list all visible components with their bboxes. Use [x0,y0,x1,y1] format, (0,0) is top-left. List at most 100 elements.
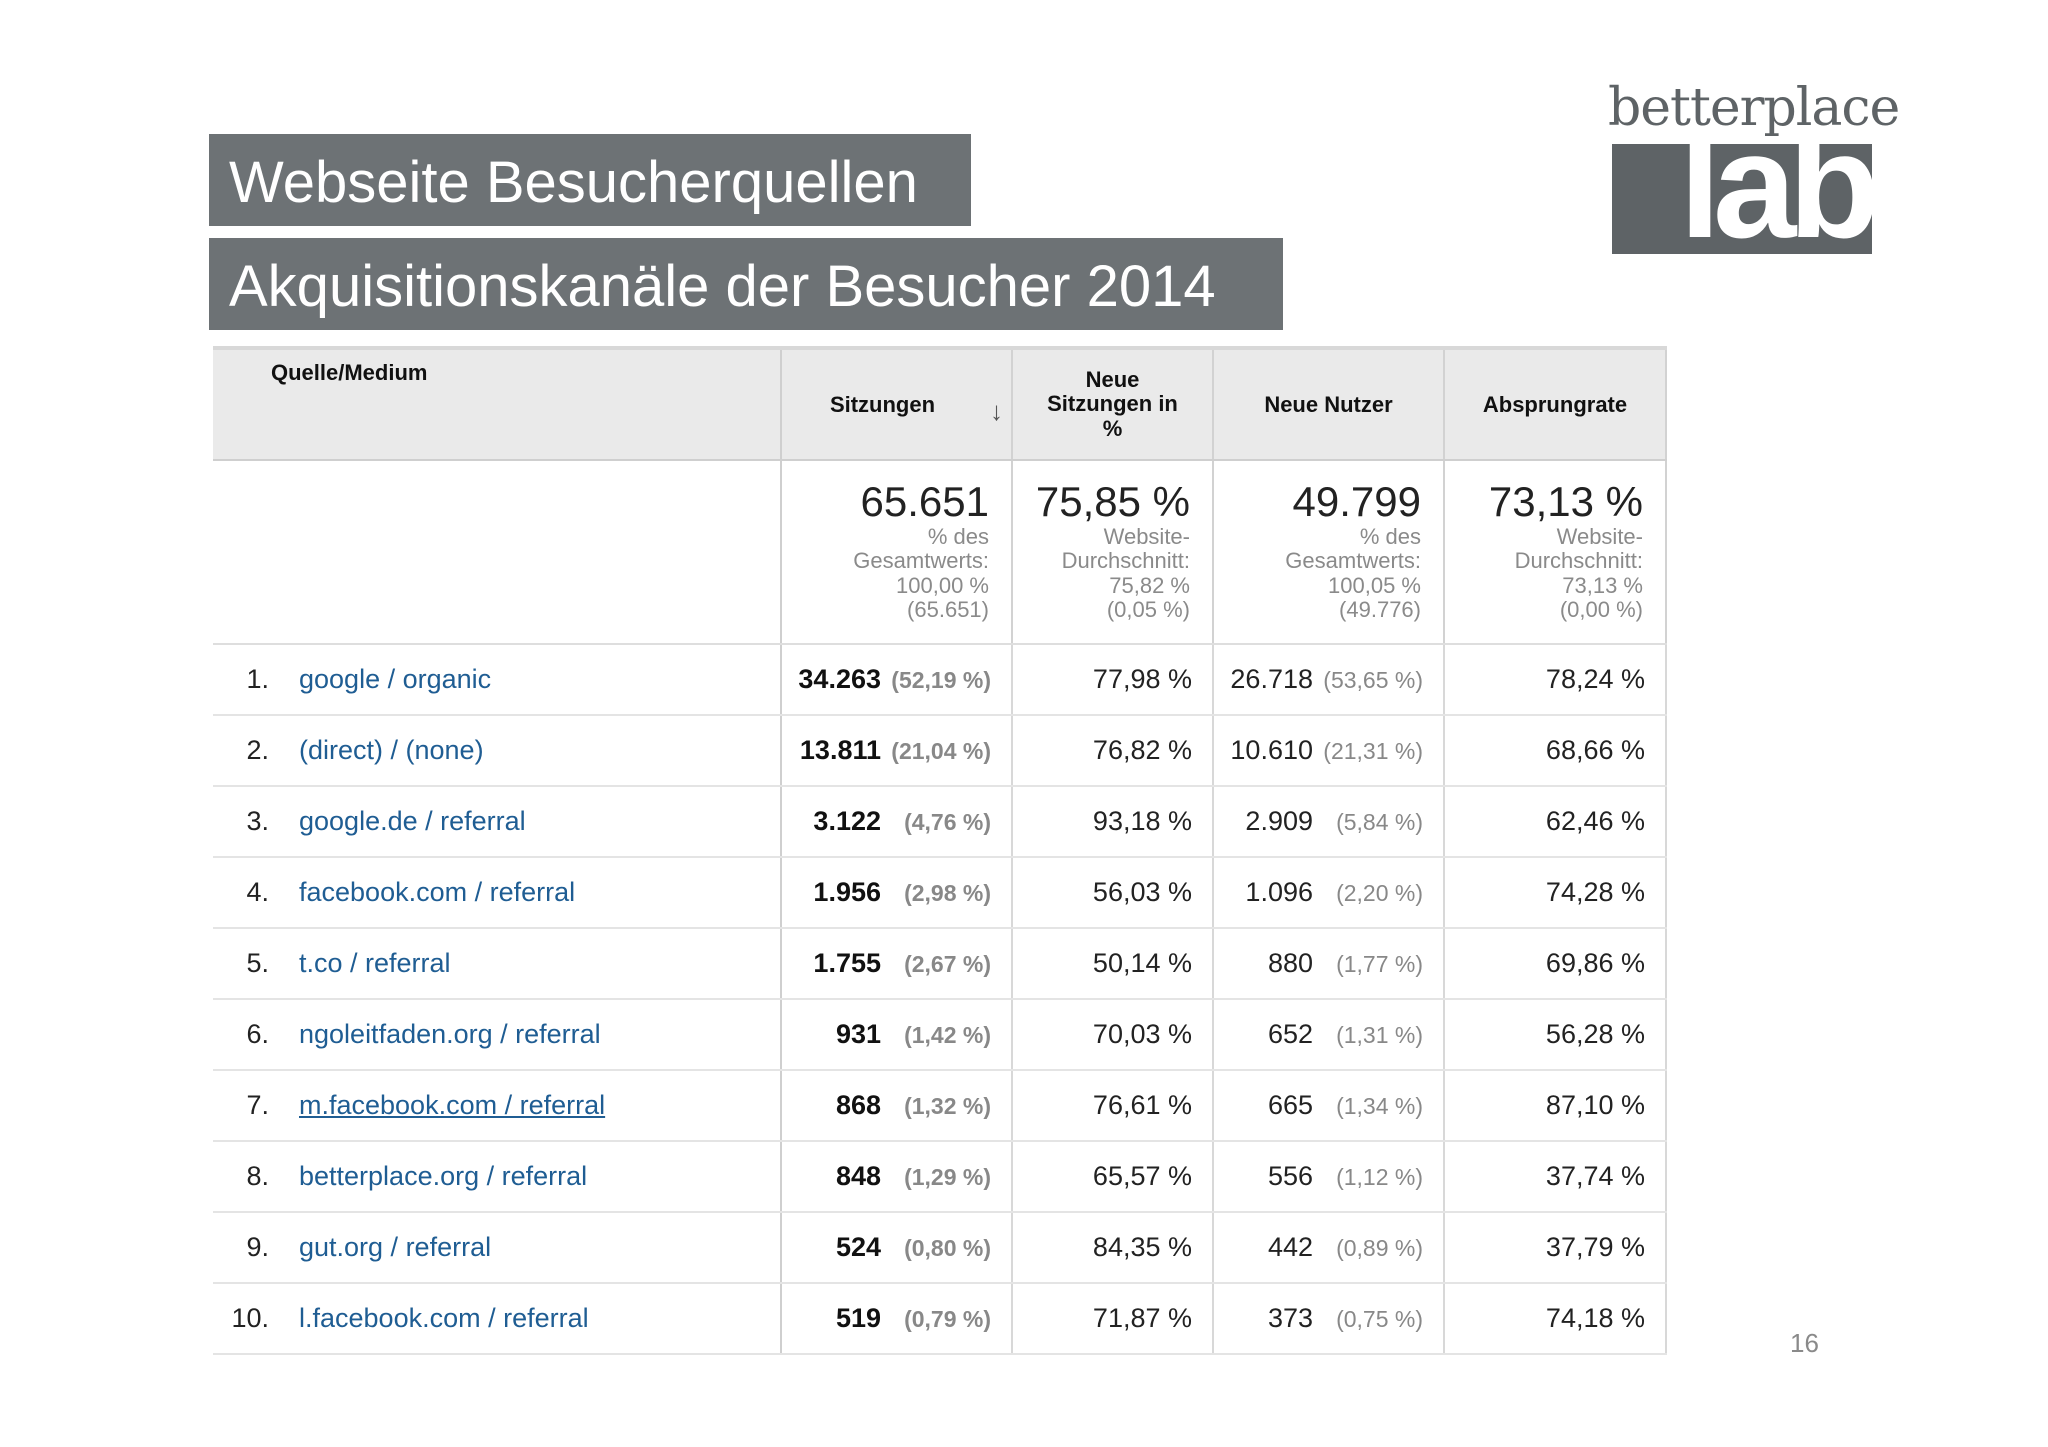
logo-text-betterplace: betterplace [1608,78,1900,138]
row-source-link[interactable]: t.co / referral [299,948,451,978]
row-sessions: 848 [835,1161,881,1191]
row-source-link[interactable]: facebook.com / referral [299,877,576,907]
row-sessions-cell: 1.956 (2,98 %) [781,857,1013,929]
row-sessions-cell: 848 (1,29 %) [781,1141,1013,1213]
table-row: 3. google.de / referral 3.122 (4,76 %) 93,18… [213,786,1667,858]
row-new-users-pct: (21,31 %) [1323,738,1423,764]
summary-new-sessions: 75,85 % Website- Durchschnitt: 75,82 % (… [1012,460,1214,645]
row-sessions: 524 [835,1232,881,1262]
summary-empty-cell [213,460,782,645]
row-rank: 3. [246,806,269,836]
row-bounce-rate: 74,18 % [1444,1283,1667,1355]
column-header-new-users[interactable]: Neue Nutzer [1213,346,1445,461]
row-source-link[interactable]: (direct) / (none) [299,735,484,765]
row-source-link[interactable]: m.facebook.com / referral [299,1090,606,1120]
row-sessions-cell: 1.755 (2,67 %) [781,928,1013,1000]
row-new-sessions: 77,98 % [1012,644,1214,716]
acquisition-table-container: Quelle/Medium Sitzungen ↓ Neue Sitzungen… [213,346,1667,1355]
table-row: 7. m.facebook.com / referral 868 (1,32 %) 76… [213,1070,1667,1142]
sort-descending-icon[interactable]: ↓ [990,396,1003,426]
row-source-cell: 3. google.de / referral [213,786,782,858]
row-sessions: 1.755 [813,948,881,978]
table-row: 4. facebook.com / referral 1.956 (2,98 %) 56… [213,857,1667,929]
row-source-cell: 9. gut.org / referral [213,1212,782,1284]
table-row: 8. betterplace.org / referral 848 (1,29 %) 6… [213,1141,1667,1213]
row-new-users: 2.909 [1245,806,1313,836]
summary-new-sessions-value: 75,85 % [1035,478,1190,525]
row-sessions-pct: (2,98 %) [904,880,991,906]
row-source-cell: 7. m.facebook.com / referral [213,1070,782,1142]
summary-new-sessions-line2: Durchschnitt: [1061,548,1190,574]
summary-bounce: 73,13 % Website- Durchschnitt: 73,13 % (… [1444,460,1667,645]
row-rank: 6. [246,1019,269,1049]
row-sessions-pct: (2,67 %) [904,951,991,977]
table-row: 6. ngoleitfaden.org / referral 931 (1,42 %)… [213,999,1667,1071]
row-source-link[interactable]: google / organic [299,664,492,694]
summary-sessions: 65.651 % des Gesamtwerts: 100,00 % (65.6… [781,460,1013,645]
row-source-cell: 10. l.facebook.com / referral [213,1283,782,1355]
row-bounce-rate: 56,28 % [1444,999,1667,1071]
row-source-cell: 2. (direct) / (none) [213,715,782,787]
row-new-sessions: 56,03 % [1012,857,1214,929]
column-header-new-sessions[interactable]: Neue Sitzungen in % [1012,346,1214,461]
row-new-users-cell: 652 (1,31 %) [1213,999,1445,1071]
row-rank: 8. [246,1161,269,1191]
row-new-users-pct: (2,20 %) [1336,880,1423,906]
summary-new-users-line3: 100,05 % [1328,572,1421,598]
row-source-link[interactable]: l.facebook.com / referral [299,1303,589,1333]
row-rank: 7. [246,1090,269,1120]
row-sessions: 3.122 [813,806,881,836]
row-new-users: 26.718 [1230,664,1313,694]
row-source-link[interactable]: gut.org / referral [299,1232,492,1262]
row-new-users-cell: 556 (1,12 %) [1213,1141,1445,1213]
row-sessions-pct: (0,79 %) [904,1306,991,1332]
row-sessions-pct: (52,19 %) [891,667,991,693]
row-sessions: 34.263 [798,664,881,694]
row-source-cell: 4. facebook.com / referral [213,857,782,929]
summary-sessions-line1: % des [927,524,989,550]
row-new-sessions: 76,82 % [1012,715,1214,787]
row-rank: 10. [231,1303,269,1333]
row-source-cell: 5. t.co / referral [213,928,782,1000]
row-source-link[interactable]: ngoleitfaden.org / referral [299,1019,601,1049]
column-header-bounce-rate[interactable]: Absprungrate [1444,346,1667,461]
row-new-sessions: 93,18 % [1012,786,1214,858]
table-body: 1. google / organic 34.263 (52,19 %) 77,98 %… [213,644,1667,1355]
row-source-link[interactable]: betterplace.org / referral [299,1161,588,1191]
row-new-users: 880 [1267,948,1313,978]
row-bounce-rate: 74,28 % [1444,857,1667,929]
summary-new-users-line1: % des [1359,524,1421,550]
summary-new-sessions-line1: Website- [1103,524,1190,550]
row-new-users-pct: (1,77 %) [1336,951,1423,977]
row-sessions-cell: 3.122 (4,76 %) [781,786,1013,858]
column-header-sessions[interactable]: Sitzungen ↓ [781,346,1013,461]
row-sessions-pct: (4,76 %) [904,809,991,835]
row-new-sessions: 65,57 % [1012,1141,1214,1213]
row-new-users-pct: (1,12 %) [1336,1164,1423,1190]
column-header-source[interactable]: Quelle/Medium [213,346,782,461]
row-bounce-rate: 37,79 % [1444,1212,1667,1284]
row-new-users: 10.610 [1230,735,1313,765]
row-new-users-cell: 373 (0,75 %) [1213,1283,1445,1355]
row-new-users-cell: 880 (1,77 %) [1213,928,1445,1000]
row-new-users-pct: (0,75 %) [1336,1306,1423,1332]
summary-new-sessions-line3: 75,82 % [1109,572,1190,598]
column-header-new-sessions-label: Neue Sitzungen in % [1047,366,1178,441]
summary-bounce-line4: (0,00 %) [1559,596,1643,622]
row-new-users-cell: 26.718 (53,65 %) [1213,644,1445,716]
summary-sessions-line2: Gesamtwerts: [853,548,989,574]
row-sessions-pct: (0,80 %) [904,1235,991,1261]
row-new-sessions: 71,87 % [1012,1283,1214,1355]
slide-subtitle: Akquisitionskanäle der Besucher 2014 [209,238,1283,330]
summary-new-users-line4: (49.776) [1339,596,1421,622]
row-new-users: 665 [1267,1090,1313,1120]
row-source-link[interactable]: google.de / referral [299,806,526,836]
row-rank: 1. [246,664,269,694]
row-source-cell: 1. google / organic [213,644,782,716]
row-new-users-cell: 10.610 (21,31 %) [1213,715,1445,787]
summary-sessions-value: 65.651 [860,478,989,525]
row-new-users-pct: (0,89 %) [1336,1235,1423,1261]
row-sessions-pct: (21,04 %) [891,738,991,764]
row-sessions: 1.956 [813,877,881,907]
row-sessions-cell: 524 (0,80 %) [781,1212,1013,1284]
